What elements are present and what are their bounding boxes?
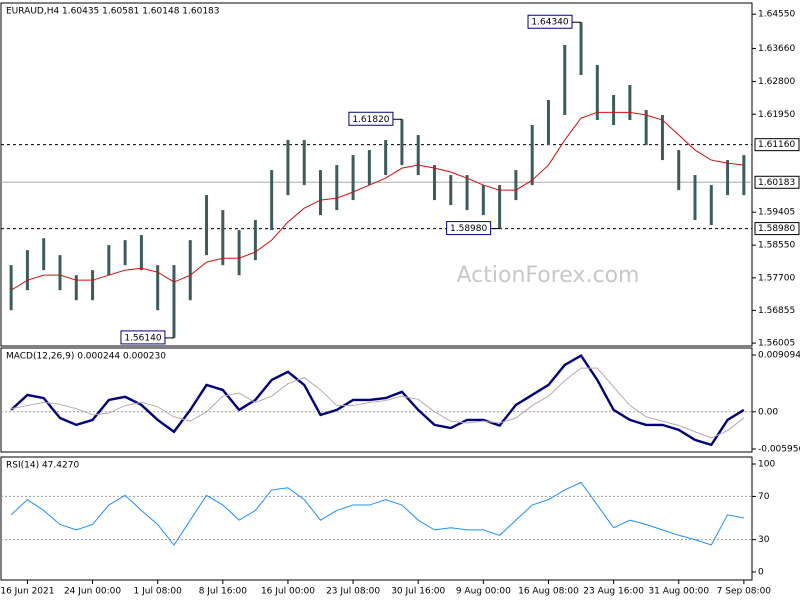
panel-title: EURAUD,H4 1.60435 1.60581 1.60148 1.6018…	[6, 7, 220, 17]
price-level-box	[754, 175, 800, 189]
y-tick-label: 100	[758, 460, 775, 470]
x-tick-label: 23 Aug 16:00	[583, 587, 644, 597]
indicator-line	[11, 367, 745, 439]
panel-frame	[0, 2, 753, 347]
annotation-label: 1.61820	[352, 115, 389, 125]
y-tick-label: 0.009094	[758, 351, 800, 361]
y-tick-label: 0	[758, 568, 764, 578]
panel-frame	[0, 347, 753, 453]
x-tick-label: 8 Jul 16:00	[199, 587, 248, 597]
x-tick-label: 16 Jul 00:00	[261, 587, 315, 597]
x-tick-label: 31 Aug 00:00	[648, 587, 709, 597]
x-tick-label: 30 Jul 16:00	[391, 587, 445, 597]
watermark: ActionForex.com	[457, 263, 640, 288]
price-level-label: 1.61160	[758, 140, 795, 150]
annotation-label: 1.56140	[124, 333, 161, 343]
y-tick-label: 1.59405	[758, 208, 795, 218]
price-level-label: 1.58980	[758, 224, 795, 234]
y-tick-label: 1.57700	[758, 273, 795, 283]
y-tick-label: -0.005956	[758, 444, 800, 454]
panel-title: MACD(12,26,9) 0.000244 0.000230	[6, 352, 166, 362]
price-level-box	[754, 222, 800, 236]
x-tick-label: 7 Sep 08:00	[717, 587, 772, 597]
y-tick-label: 1.64550	[758, 10, 795, 20]
annotation-label: 1.58980	[450, 224, 487, 234]
y-tick-label: 70	[758, 492, 770, 502]
x-tick-label: 16 Aug 08:00	[518, 587, 579, 597]
price-level-label: 1.60183	[758, 178, 795, 188]
annotation-box	[527, 14, 573, 29]
y-tick-label: 30	[758, 535, 770, 545]
panel-title: RSI(14) 47.4270	[6, 461, 79, 471]
price-level-box	[754, 138, 800, 152]
annotation-box	[446, 221, 492, 236]
y-tick-label: 0.00	[758, 407, 778, 417]
x-tick-label: 24 Jun 00:00	[64, 587, 121, 597]
y-tick-label: 1.61950	[758, 110, 795, 120]
x-tick-label: 1 Jul 08:00	[134, 587, 183, 597]
indicator-line	[10, 481, 744, 546]
y-tick-label: 1.63660	[758, 44, 795, 54]
annotation-label: 1.64340	[531, 18, 568, 28]
indicator-line	[10, 354, 745, 447]
panel-frame	[0, 456, 753, 581]
x-tick-label: 9 Aug 00:00	[456, 587, 511, 597]
annotation-box	[348, 111, 394, 126]
y-tick-label: 1.58550	[758, 241, 795, 251]
moving-average	[10, 111, 744, 291]
annotation-box	[120, 330, 166, 345]
y-tick-label: 1.56855	[758, 306, 795, 316]
x-tick-label: 16 Jun 2021	[0, 587, 54, 597]
y-tick-label: 1.62800	[758, 77, 795, 87]
y-tick-label: 1.56005	[758, 339, 795, 349]
x-tick-label: 23 Jul 08:00	[326, 587, 380, 597]
